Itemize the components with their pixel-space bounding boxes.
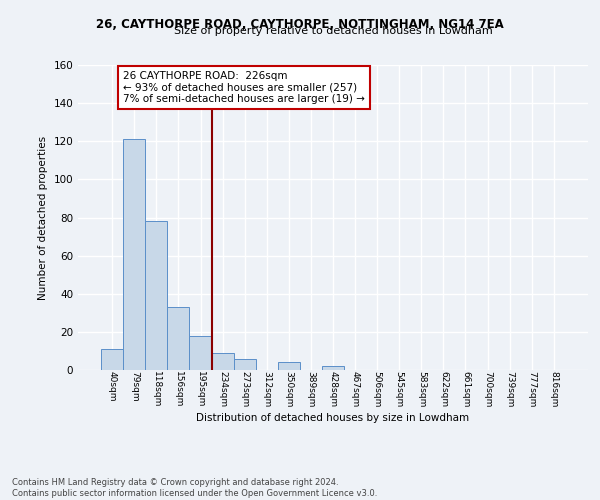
Bar xyxy=(212,353,233,370)
Bar xyxy=(101,349,123,370)
Bar xyxy=(167,307,190,370)
Bar xyxy=(190,336,212,370)
Bar xyxy=(322,366,344,370)
Bar xyxy=(123,140,145,370)
Bar xyxy=(233,358,256,370)
Title: Size of property relative to detached houses in Lowdham: Size of property relative to detached ho… xyxy=(173,26,493,36)
Y-axis label: Number of detached properties: Number of detached properties xyxy=(38,136,48,300)
Bar xyxy=(145,222,167,370)
Bar xyxy=(278,362,300,370)
X-axis label: Distribution of detached houses by size in Lowdham: Distribution of detached houses by size … xyxy=(196,414,470,424)
Text: 26, CAYTHORPE ROAD, CAYTHORPE, NOTTINGHAM, NG14 7EA: 26, CAYTHORPE ROAD, CAYTHORPE, NOTTINGHA… xyxy=(96,18,504,30)
Text: 26 CAYTHORPE ROAD:  226sqm
← 93% of detached houses are smaller (257)
7% of semi: 26 CAYTHORPE ROAD: 226sqm ← 93% of detac… xyxy=(123,70,365,104)
Text: Contains HM Land Registry data © Crown copyright and database right 2024.
Contai: Contains HM Land Registry data © Crown c… xyxy=(12,478,377,498)
